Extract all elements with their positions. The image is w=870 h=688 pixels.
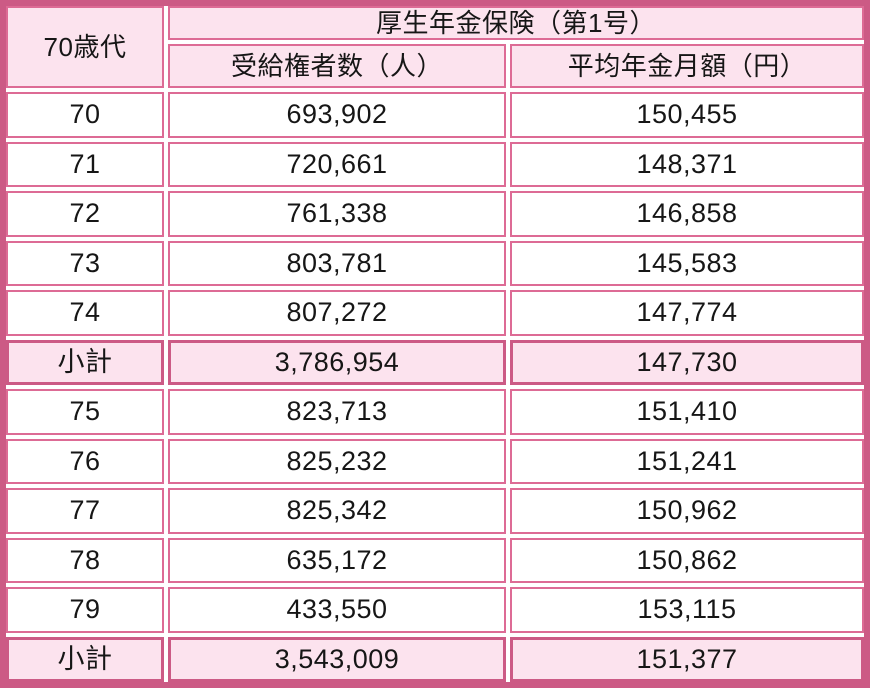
subtotal-avg-pension-cell: 151,377 — [510, 636, 864, 682]
age-cell: 75 — [6, 389, 164, 435]
subtotal-beneficiaries-cell: 3,786,954 — [168, 339, 506, 385]
subtotal-label-cell: 小計 — [6, 339, 164, 385]
avg-pension-cell: 148,371 — [510, 141, 864, 187]
age-cell: 78 — [6, 537, 164, 583]
beneficiaries-cell: 807,272 — [168, 290, 506, 336]
avg-pension-column-header: 平均年金月額（円） — [510, 44, 864, 88]
beneficiaries-cell: 433,550 — [168, 587, 506, 633]
age-cell: 72 — [6, 191, 164, 237]
beneficiaries-cell: 635,172 — [168, 537, 506, 583]
beneficiaries-cell: 803,781 — [168, 240, 506, 286]
age-cell: 76 — [6, 438, 164, 484]
beneficiaries-cell: 825,342 — [168, 488, 506, 534]
beneficiaries-cell: 693,902 — [168, 92, 506, 138]
avg-pension-cell: 147,774 — [510, 290, 864, 336]
avg-pension-cell: 150,455 — [510, 92, 864, 138]
beneficiaries-cell: 823,713 — [168, 389, 506, 435]
insurance-header-cell: 厚生年金保険（第1号） — [168, 6, 864, 40]
beneficiaries-column-header: 受給権者数（人） — [168, 44, 506, 88]
age-cell: 77 — [6, 488, 164, 534]
age-cell: 70 — [6, 92, 164, 138]
avg-pension-cell: 145,583 — [510, 240, 864, 286]
age-cell: 74 — [6, 290, 164, 336]
subtotal-label-cell: 小計 — [6, 636, 164, 682]
beneficiaries-cell: 761,338 — [168, 191, 506, 237]
avg-pension-cell: 150,862 — [510, 537, 864, 583]
subtotal-avg-pension-cell: 147,730 — [510, 339, 864, 385]
age-cell: 71 — [6, 141, 164, 187]
avg-pension-cell: 146,858 — [510, 191, 864, 237]
beneficiaries-cell: 720,661 — [168, 141, 506, 187]
avg-pension-cell: 153,115 — [510, 587, 864, 633]
age-cell: 79 — [6, 587, 164, 633]
age-cell: 73 — [6, 240, 164, 286]
subtotal-beneficiaries-cell: 3,543,009 — [168, 636, 506, 682]
beneficiaries-cell: 825,232 — [168, 438, 506, 484]
age-group-header-cell: 70歳代 — [6, 6, 164, 88]
avg-pension-cell: 151,410 — [510, 389, 864, 435]
avg-pension-cell: 151,241 — [510, 438, 864, 484]
avg-pension-cell: 150,962 — [510, 488, 864, 534]
